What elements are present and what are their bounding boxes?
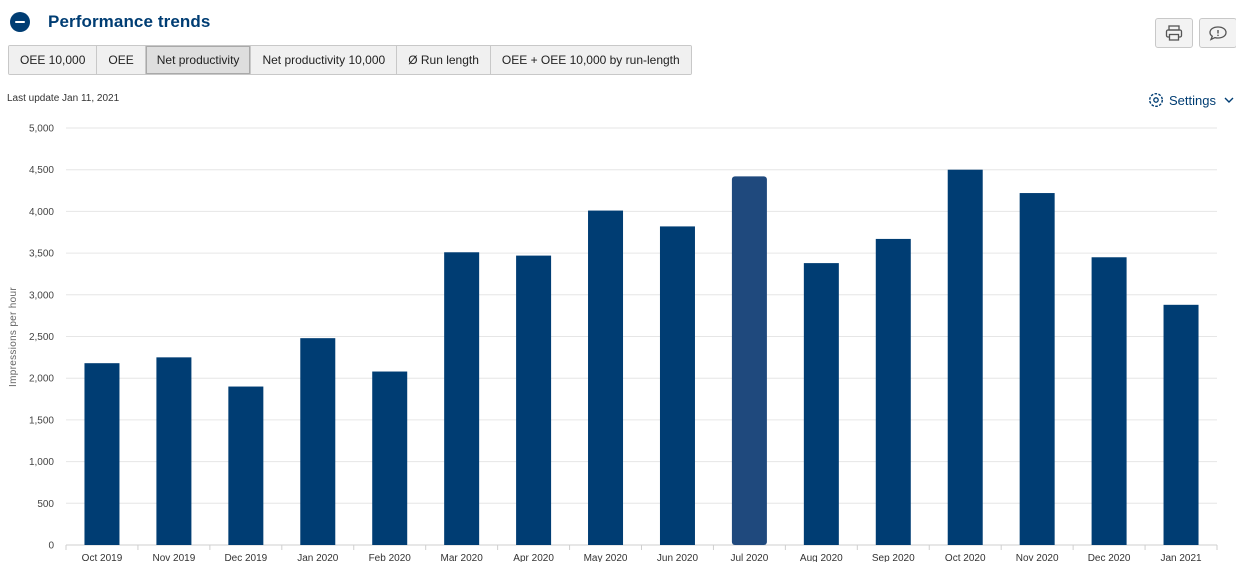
bar-feb-2020[interactable] xyxy=(372,371,408,545)
x-tick-label: Dec 2019 xyxy=(224,553,267,562)
bar-oct-2020[interactable] xyxy=(947,169,983,545)
chart-bars xyxy=(84,169,1199,546)
y-tick-label: 1,500 xyxy=(29,415,54,426)
print-button[interactable] xyxy=(1155,18,1193,48)
tab-oee-oee-10-000-by-run-length[interactable]: OEE + OEE 10,000 by run-length xyxy=(490,46,691,74)
tab-net-productivity-10-000[interactable]: Net productivity 10,000 xyxy=(251,46,398,74)
y-tick-label: 3,500 xyxy=(29,249,54,260)
x-tick-label: Aug 2020 xyxy=(800,553,843,562)
bar-mar-2020[interactable] xyxy=(444,252,480,546)
bar-dec-2020[interactable] xyxy=(1091,257,1127,545)
x-tick-label: Feb 2020 xyxy=(369,553,412,562)
x-tick-label: Oct 2019 xyxy=(82,553,123,562)
y-axis: 0 500 1,000 1,500 2,000 2,500 3,000 3,500 4,000 4… xyxy=(29,124,54,552)
x-tick-label: Jan 2020 xyxy=(297,553,339,562)
y-tick-label: 2,000 xyxy=(29,374,54,385)
tab-oee[interactable]: OEE xyxy=(97,46,146,74)
printer-icon xyxy=(1165,25,1183,41)
bar-apr-2020[interactable] xyxy=(516,255,552,546)
bar-may-2020[interactable] xyxy=(588,210,624,546)
bar-sep-2020[interactable] xyxy=(875,238,911,545)
bar-nov-2020[interactable] xyxy=(1019,193,1055,545)
y-tick-label: 4,000 xyxy=(29,207,54,218)
tab-oee-10-000[interactable]: OEE 10,000 xyxy=(9,46,98,74)
y-axis-label: Impressions per hour xyxy=(8,287,19,387)
y-tick-label: 5,000 xyxy=(29,124,54,135)
x-tick-label: Jan 2021 xyxy=(1160,553,1202,562)
x-tick-label: May 2020 xyxy=(584,553,628,562)
metric-tabs: OEE 10,000 OEE Net productivity Net product… xyxy=(8,45,692,75)
section-header: Performance trends xyxy=(10,8,210,36)
x-tick-label: Sep 2020 xyxy=(872,553,915,562)
y-tick-label: 4,500 xyxy=(29,165,54,176)
section-title: Performance trends xyxy=(48,12,211,31)
settings-toggle[interactable]: Settings xyxy=(1148,92,1234,108)
y-tick-label: 500 xyxy=(37,499,54,510)
bar-oct-2019[interactable] xyxy=(84,363,120,545)
bar-jan-2020[interactable] xyxy=(300,338,336,545)
gear-icon xyxy=(1148,92,1164,108)
feedback-button[interactable] xyxy=(1199,18,1236,48)
bar-aug-2020[interactable] xyxy=(803,263,839,545)
bar-jul-2020[interactable] xyxy=(731,176,767,545)
collapse-section-button[interactable] xyxy=(10,12,30,32)
x-tick-label: Jul 2020 xyxy=(731,553,769,562)
minus-icon xyxy=(15,20,25,24)
x-tick-label: Mar 2020 xyxy=(441,553,484,562)
y-tick-label: 2,500 xyxy=(29,332,54,343)
y-tick-label: 1,000 xyxy=(29,457,54,468)
y-tick-label: 3,000 xyxy=(29,290,54,301)
x-tick-label: Jun 2020 xyxy=(657,553,699,562)
x-tick-label: Oct 2020 xyxy=(945,553,986,562)
y-tick-label: 0 xyxy=(48,541,54,552)
x-tick-label: Nov 2019 xyxy=(153,553,196,562)
bar-jun-2020[interactable] xyxy=(659,226,695,546)
settings-label: Settings xyxy=(1169,92,1216,108)
bar-jan-2021[interactable] xyxy=(1163,304,1199,545)
x-tick-label: Dec 2020 xyxy=(1088,553,1131,562)
last-update-text: Last update Jan 11, 2021 xyxy=(7,93,120,104)
tab-net-productivity[interactable]: Net productivity xyxy=(145,46,252,74)
bar-dec-2019[interactable] xyxy=(228,386,264,545)
x-tick-label: Apr 2020 xyxy=(513,553,554,562)
x-tick-label: Nov 2020 xyxy=(1016,553,1059,562)
chevron-down-icon xyxy=(1224,97,1234,103)
bar-nov-2019[interactable] xyxy=(156,357,192,545)
x-axis: Oct 2019 Nov 2019 Dec 2019 Jan 2020 Feb 2020… xyxy=(65,545,1218,562)
tab-run-length[interactable]: Ø Run length xyxy=(397,46,491,74)
feedback-speech-bubble-icon xyxy=(1209,26,1227,41)
